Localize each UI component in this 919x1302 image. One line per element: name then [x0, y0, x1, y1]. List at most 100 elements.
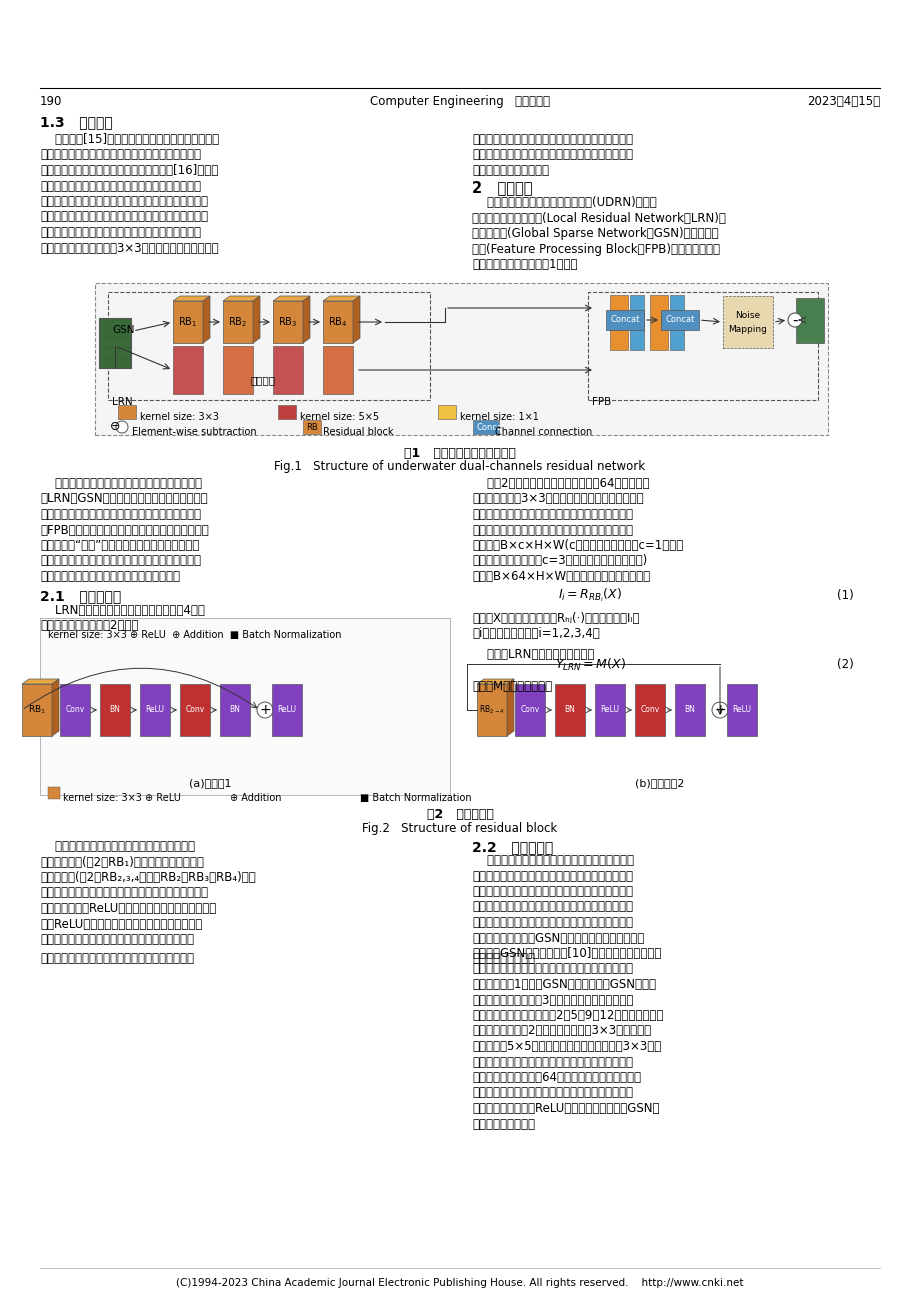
Polygon shape [353, 296, 359, 342]
Text: 2.1   局部残差网: 2.1 局部残差网 [40, 590, 121, 604]
Polygon shape [273, 296, 310, 301]
Text: 提取图像中小部分的特征。通过普通卷积与空洞卷积: 提取图像中小部分的特征。通过普通卷积与空洞卷积 [471, 133, 632, 146]
Text: (2): (2) [835, 658, 853, 671]
Text: 学习图像的细节部分不能完整地重建水下图像的高频: 学习图像的细节部分不能完整地重建水下图像的高频 [471, 917, 632, 930]
Bar [437, 405, 456, 419]
Bar [99, 318, 130, 368]
Bar [323, 346, 353, 395]
Text: GSN: GSN [112, 326, 134, 335]
Bar [660, 310, 698, 329]
Text: 1.3   稀疏机制: 1.3 稀疏机制 [40, 115, 113, 129]
Text: Noise: Noise [734, 310, 760, 319]
Text: 叠加，对图像特征图的提取会出现栅格效应[16]。由栅: 叠加，对图像特征图的提取会出现栅格效应[16]。由栅 [40, 164, 218, 177]
Text: 全局稀疏网(Global Sparse Network，GSN)以及特征处: 全局稀疏网(Global Sparse Network，GSN)以及特征处 [471, 227, 718, 240]
Bar [634, 684, 664, 736]
Text: 改变为B×64×H×W。每一个残差块的输出为：: 改变为B×64×H×W。每一个残差块的输出为： [471, 570, 650, 583]
Text: 最后，LRN子网络的表达式为：: 最后，LRN子网络的表达式为： [471, 648, 594, 661]
Text: kernel size: 3×3 ⊕ ReLU: kernel size: 3×3 ⊕ ReLU [62, 793, 181, 803]
Text: LRN: LRN [112, 397, 132, 408]
Text: 特征图；最后，对输入噪声图像和第二次输出噪声特: 特征图；最后，对输入噪声图像和第二次输出噪声特 [40, 555, 200, 568]
Text: Concat: Concat [664, 315, 694, 324]
Text: ReLU: ReLU [145, 706, 165, 715]
Bar [323, 301, 353, 342]
Text: $Y_{LRN} = M(X)$: $Y_{LRN} = M(X)$ [554, 656, 625, 673]
Text: 域中大能量点的结构化特征，并对图像高频区域特征: 域中大能量点的结构化特征，并对图像高频区域特征 [471, 962, 632, 975]
Text: (1): (1) [835, 589, 853, 602]
Text: 用FPB对不同的特征进行融合，并对第一次特征提取: 用FPB对不同的特征进行融合，并对第一次特征提取 [40, 523, 209, 536]
Polygon shape [173, 296, 210, 301]
Bar [587, 292, 817, 400]
Text: 置为膨胀系数等于2，卷积核大小等于3×3，即空洞卷: 置为膨胀系数等于2，卷积核大小等于3×3，即空洞卷 [471, 1025, 651, 1038]
Text: 首先，将带有噪声的水下图像作为网络输入，利: 首先，将带有噪声的水下图像作为网络输入，利 [40, 477, 202, 490]
Text: 进行提取，图1显示了GSN的基本结构。GSN的核心: 进行提取，图1显示了GSN的基本结构。GSN的核心 [471, 978, 655, 991]
Text: Conv: Conv [520, 706, 539, 715]
Bar [675, 684, 704, 736]
Bar [220, 684, 250, 736]
Text: 2   网络构建: 2 网络构建 [471, 180, 532, 195]
Text: 稀疏机制[15]由普通卷积层和空洞卷积层间隔地混: 稀疏机制[15]由普通卷积层和空洞卷积层间隔地混 [40, 133, 219, 146]
Circle shape [711, 702, 727, 717]
Text: ReLU: ReLU [732, 706, 751, 715]
Text: 于传输图像特征，有时还用于改变输入噪声图像的通: 于传输图像特征，有时还用于改变输入噪声图像的通 [471, 508, 632, 521]
Text: 该子网络中，相比其他卷积层，第一个卷积层将原输: 该子网络中，相比其他卷积层，第一个卷积层将原输 [471, 1056, 632, 1069]
Text: ReLU: ReLU [600, 706, 618, 715]
Polygon shape [302, 296, 310, 342]
Text: 的大小由B×c×H×W(c为输入的通道数，当c=1时，输: 的大小由B×c×H×W(c为输入的通道数，当c=1时，输 [471, 539, 683, 552]
Text: Conv: Conv [640, 706, 659, 715]
Bar [100, 684, 130, 736]
Text: (b)残差块㈶2: (b)残差块㈶2 [635, 779, 684, 788]
Text: 稀疏机制: 稀疏机制 [250, 375, 275, 385]
Text: 卷积核大小有所差异之外，其他卷积结构均包括卷积: 卷积核大小有所差异之外，其他卷积结构均包括卷积 [471, 1086, 632, 1099]
Text: 输出和第二个批量归一化层输出相加之后得到的。: 输出和第二个批量归一化层输出相加之后得到的。 [40, 953, 194, 966]
Text: Fig.1   Structure of underwater dual-channels residual network: Fig.1 Structure of underwater dual-chann… [274, 460, 645, 473]
Text: ⊖: ⊖ [109, 421, 120, 434]
Bar [476, 684, 506, 736]
Text: 理块(Feature Processing Block，FPB)三个部分。水下: 理块(Feature Processing Block，FPB)三个部分。水下 [471, 242, 720, 255]
Text: RB$_3$: RB$_3$ [278, 315, 298, 329]
Text: Channel connection: Channel connection [494, 427, 592, 437]
Text: BN: BN [230, 706, 240, 715]
Text: 入图像的通道数改变为64。对于每一个卷积层，除了: 入图像的通道数改变为64。对于每一个卷积层，除了 [471, 1072, 641, 1085]
Bar [302, 421, 321, 434]
Text: 是纯噪声部分。在噪声图像和清晰图像中大多数均匀: 是纯噪声部分。在噪声图像和清晰图像中大多数均匀 [471, 870, 632, 883]
Text: BN: BN [684, 706, 695, 715]
Bar [48, 786, 60, 799]
Text: FPB: FPB [591, 397, 610, 408]
Text: Concat: Concat [609, 315, 639, 324]
Text: 图2   残差块结构: 图2 残差块结构 [426, 809, 493, 822]
Text: kernel size: 1×1: kernel size: 1×1 [460, 411, 539, 422]
Text: BN: BN [564, 706, 574, 715]
Text: Mapping: Mapping [728, 324, 766, 333]
Text: 190: 190 [40, 95, 62, 108]
Bar [40, 618, 449, 796]
Text: 通卷积层卷积核的大小为3×3，因此在卷积过程中仅能: 通卷积层卷积核的大小为3×3，因此在卷积过程中仅能 [40, 241, 219, 254]
Text: 本文提出一种水下双通道残差网络(UDRN)模型。: 本文提出一种水下双通道残差网络(UDRN)模型。 [471, 197, 656, 210]
Text: 区域。因此，本文将GSN的学习过程偏向于高频结构: 区域。因此，本文将GSN的学习过程偏向于高频结构 [471, 931, 643, 944]
Text: RB$_{2-4}$: RB$_{2-4}$ [479, 704, 505, 716]
Text: 批量归一化层、ReLU层、第二个卷积层、批量归一化: 批量归一化层、ReLU层、第二个卷积层、批量归一化 [40, 902, 216, 915]
Circle shape [788, 312, 801, 327]
Text: LRN用于提取水下图像的局部特征，由4个残: LRN用于提取水下图像的局部特征，由4个残 [40, 604, 205, 617]
Text: ⊕ Addition: ⊕ Addition [230, 793, 281, 803]
Bar [726, 684, 756, 736]
Bar [609, 296, 628, 350]
Bar [108, 292, 429, 400]
Text: (C)1994-2023 China Academic Journal Electronic Publishing House. All rights rese: (C)1994-2023 China Academic Journal Elec… [176, 1279, 743, 1288]
Bar [272, 684, 301, 736]
Circle shape [256, 702, 273, 717]
Text: Computer Engineering   计算机工程: Computer Engineering 计算机工程 [369, 95, 550, 108]
Text: kernel size: 5×5: kernel size: 5×5 [300, 411, 379, 422]
Polygon shape [203, 296, 210, 342]
Text: 合卷积组成。如果仅使用扩张率相同的空洞卷积简单: 合卷积组成。如果仅使用扩张率相同的空洞卷积简单 [40, 148, 200, 161]
Text: 相对不同。由于这两个区域固有的不同特性，因此仅: 相对不同。由于这两个区域固有的不同特性，因此仅 [471, 901, 632, 914]
Bar [722, 296, 772, 348]
Text: 层和批量归一化层、ReLU层紧随其后。因此，GSN子: 层和批量归一化层、ReLU层紧随其后。因此，GSN子 [471, 1101, 659, 1115]
Bar [60, 684, 90, 736]
Text: 积的残差块(图2中RB₂,₃,₄，表示RB₂、RB₃、RB₄)。除: 积的残差块(图2中RB₂,₃,₄，表示RB₂、RB₃、RB₄)。除 [40, 871, 255, 884]
Text: 积核大小为5×5，其余卷积层的卷积核大小为3×3。在: 积核大小为5×5，其余卷积层的卷积核大小为3×3。在 [471, 1040, 661, 1053]
Bar [180, 684, 210, 736]
Text: 针对图像去噪问题，噪声图像和清晰图像的区别: 针对图像去噪问题，噪声图像和清晰图像的区别 [471, 854, 633, 867]
Text: 卷积的残差块(图2中RB₁)和仅有跳跃连接不含卷: 卷积的残差块(图2中RB₁)和仅有跳跃连接不含卷 [40, 855, 204, 868]
Bar [554, 684, 584, 736]
Bar [118, 405, 136, 419]
